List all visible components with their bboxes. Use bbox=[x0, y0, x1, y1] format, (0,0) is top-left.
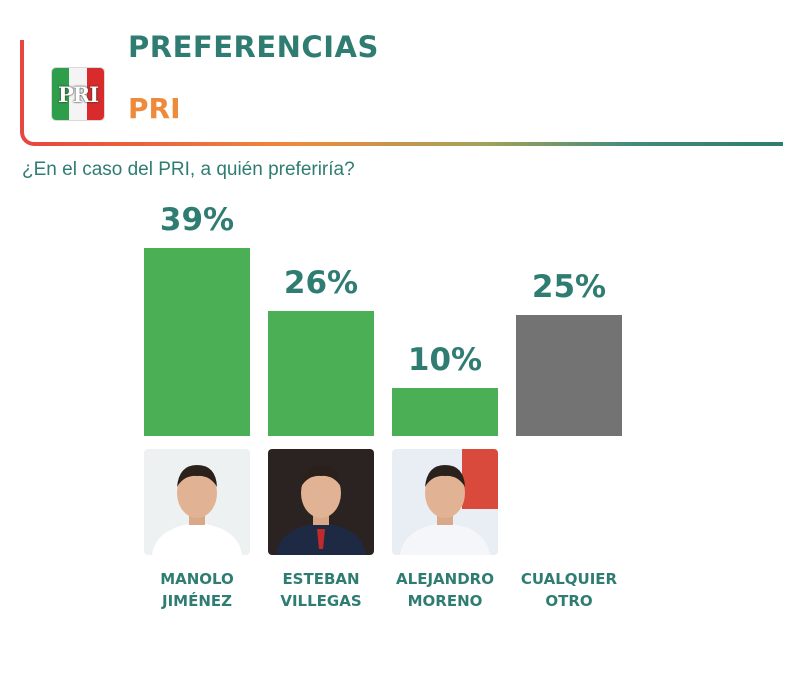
header-bracket-vertical bbox=[20, 40, 24, 132]
page-subtitle: PRI bbox=[128, 92, 181, 125]
bar-value-label-1: 39% bbox=[159, 202, 235, 238]
header-gradient-line bbox=[34, 142, 783, 146]
category-label-4-line-2: OTRO bbox=[545, 592, 593, 610]
bar-1 bbox=[144, 248, 250, 436]
category-label-2-line-2: VILLEGAS bbox=[280, 592, 362, 610]
bar-3 bbox=[392, 387, 498, 436]
category-label-3-line-2: MORENO bbox=[407, 592, 483, 610]
logo-stripe-red bbox=[86, 68, 104, 120]
bar-value-label-3: 10% bbox=[407, 341, 483, 378]
bar-value-label-4: 25% bbox=[531, 269, 607, 306]
bar-value-label-2: 26% bbox=[283, 264, 359, 301]
category-label-2-line-1: ESTEBAN bbox=[282, 570, 360, 588]
header-bracket-corner bbox=[20, 128, 38, 146]
candidate-photo-1 bbox=[144, 449, 250, 555]
candidate-photo-3 bbox=[392, 449, 498, 555]
bar-2 bbox=[268, 310, 374, 436]
category-label-4-line-1: CUALQUIER bbox=[520, 570, 618, 588]
chart-question: ¿En el caso del PRI, a quién preferiría? bbox=[22, 159, 355, 180]
bar-4 bbox=[516, 315, 622, 436]
category-label-3-line-1: ALEJANDRO bbox=[396, 570, 494, 588]
logo-stripe-green bbox=[52, 68, 70, 120]
candidate-photo-2 bbox=[268, 449, 374, 555]
page-title: PREFERENCIAS bbox=[128, 30, 379, 64]
category-label-1-line-1: MANOLO bbox=[160, 570, 234, 588]
category-label-1-line-2: JIMÉNEZ bbox=[161, 592, 232, 610]
pri-logo: PRI bbox=[52, 68, 104, 120]
logo-stripe-white bbox=[69, 68, 87, 120]
logo-letters: PRI bbox=[57, 81, 99, 107]
